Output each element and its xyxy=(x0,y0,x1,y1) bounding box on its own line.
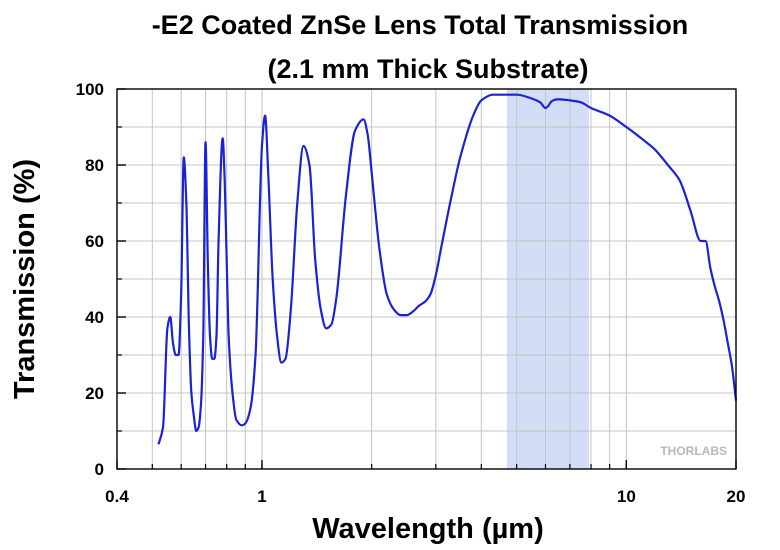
y-axis-title: Transmission (%) xyxy=(9,159,41,399)
y-tick-labels: 0 20 40 60 80 100 xyxy=(76,80,104,479)
watermark-logo: THORLABS xyxy=(660,444,727,458)
minor-ticks xyxy=(117,126,627,469)
x-tick-labels: 0.4 1 10 20 xyxy=(105,487,745,506)
y-tick-label: 60 xyxy=(85,232,104,251)
x-tick-label: 1 xyxy=(257,487,266,506)
x-tick-label: 10 xyxy=(617,487,636,506)
x-tick-label: 0.4 xyxy=(105,487,129,506)
y-tick-label: 20 xyxy=(85,384,104,403)
y-tick-label: 80 xyxy=(85,156,104,175)
chart-title-line2: (2.1 mm Thick Substrate) xyxy=(267,54,588,84)
y-tick-label: 100 xyxy=(76,80,104,99)
chart-title-line1: -E2 Coated ZnSe Lens Total Transmission xyxy=(152,10,689,40)
y-tick-label: 40 xyxy=(85,308,104,327)
transmission-line xyxy=(157,93,738,445)
plot-frame xyxy=(116,88,737,470)
x-tick-label: 20 xyxy=(727,487,746,506)
x-axis-title: Wavelength (µm) xyxy=(312,513,544,545)
y-tick-label: 0 xyxy=(95,460,104,479)
grid-lines xyxy=(117,89,736,469)
